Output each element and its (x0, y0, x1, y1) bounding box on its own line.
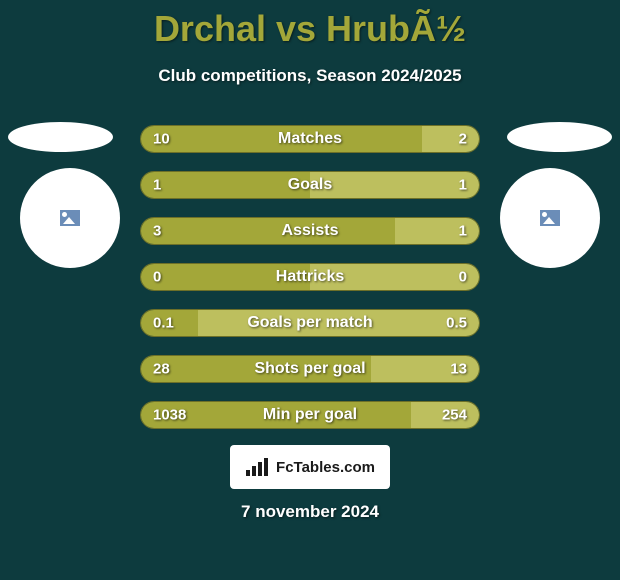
stats-bars: 10 2 Matches 1 1 Goals 3 1 Assists 0 0 Hattricks 0.1… (140, 125, 480, 447)
stat-value-right: 1 (459, 223, 467, 240)
stat-value-right: 13 (450, 361, 467, 378)
player-left-avatar (20, 168, 120, 268)
stat-label: Matches (278, 130, 342, 148)
brand-badge: FcTables.com (230, 445, 390, 489)
stat-label: Min per goal (263, 406, 357, 424)
stat-label: Hattricks (276, 268, 344, 286)
comparison-title: Drchal vs HrubÃ½ (0, 0, 620, 50)
stat-bar: 0 0 Hattricks (140, 263, 480, 291)
stat-value-right: 2 (459, 131, 467, 148)
stat-value-right: 254 (442, 407, 467, 424)
stat-bar: 0.1 0.5 Goals per match (140, 309, 480, 337)
chart-bar-icon (245, 457, 270, 477)
stat-bar: 1 1 Goals (140, 171, 480, 199)
bar-fill-left (141, 172, 310, 198)
stat-value-left: 28 (153, 361, 170, 378)
stat-bar: 3 1 Assists (140, 217, 480, 245)
stat-bar: 1038 254 Min per goal (140, 401, 480, 429)
stat-value-left: 0 (153, 269, 161, 286)
stat-label: Assists (282, 222, 339, 240)
stat-value-left: 1038 (153, 407, 186, 424)
stat-value-right: 0 (459, 269, 467, 286)
stat-bar: 10 2 Matches (140, 125, 480, 153)
image-placeholder-icon (540, 210, 560, 226)
image-placeholder-icon (60, 210, 80, 226)
stat-value-left: 1 (153, 177, 161, 194)
comparison-subtitle: Club competitions, Season 2024/2025 (0, 66, 620, 86)
right-shadow-ellipse (507, 122, 612, 152)
bar-fill-left (141, 218, 395, 244)
stat-value-right: 0.5 (446, 315, 467, 332)
stat-value-left: 3 (153, 223, 161, 240)
bar-fill-right (310, 172, 479, 198)
stat-bar: 28 13 Shots per goal (140, 355, 480, 383)
stat-value-left: 10 (153, 131, 170, 148)
left-shadow-ellipse (8, 122, 113, 152)
stat-value-left: 0.1 (153, 315, 174, 332)
player-right-avatar (500, 168, 600, 268)
stat-label: Shots per goal (254, 360, 365, 378)
stat-value-right: 1 (459, 177, 467, 194)
bar-fill-right (422, 126, 479, 152)
stat-label: Goals per match (247, 314, 372, 332)
footer-date: 7 november 2024 (241, 502, 379, 522)
brand-text: FcTables.com (276, 459, 375, 476)
stat-label: Goals (288, 176, 332, 194)
